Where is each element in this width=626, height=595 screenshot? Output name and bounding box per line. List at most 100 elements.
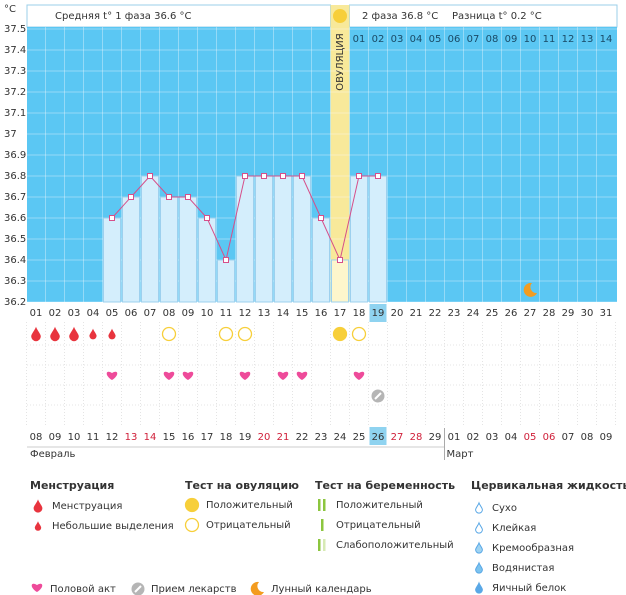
legend-item: Положительный [336,500,423,511]
phase2-day: 10 [524,34,537,45]
date-label: 28 [410,432,423,443]
legend-icon [318,539,321,551]
legend-item: Лунный календарь [271,584,372,595]
legend-item: Отрицательный [336,520,421,531]
day-label: 30 [581,308,594,319]
y-tick-label: 36.9 [4,150,26,161]
pill-slash [374,392,382,400]
temp-point [204,215,210,221]
legend-icon [250,581,264,595]
date-label: 19 [239,432,252,443]
legend-title: Менструация [30,479,114,492]
date-label: 04 [505,432,518,443]
phase2-day: 12 [562,34,575,45]
date-label: 27 [391,432,404,443]
legend-item: Прием лекарств [151,584,237,595]
temp-bar [122,196,140,303]
y-tick-label: 36.8 [4,171,26,182]
intercourse-icon [163,371,175,380]
day-label: 22 [429,308,442,319]
legend-icon [31,583,43,592]
temp-bar [160,196,178,303]
temp-point [128,194,134,200]
temp-bar [103,217,121,303]
y-tick-label: 36.4 [4,255,26,266]
temp-bar [274,175,292,303]
y-tick-label: 37 [4,129,17,140]
month-label: Март [447,449,474,460]
phase2-day: 08 [486,34,499,45]
legend-icon [184,497,200,513]
day-label: 08 [163,308,176,319]
intercourse-icon [182,371,194,380]
ovulation-test-icon [218,326,234,342]
date-label: 20 [258,432,271,443]
legend-icon [33,499,43,513]
legend-icon [184,517,200,533]
y-tick-label: 37.1 [4,108,26,119]
day-label: 29 [562,308,575,319]
day-label: 06 [125,308,138,319]
ovulation-column [330,5,350,302]
date-label: 09 [49,432,62,443]
date-label: 15 [163,432,176,443]
day-label: 05 [106,308,119,319]
legend-icon [323,499,326,511]
month-label: Февраль [30,449,76,460]
y-tick-label: 37.2 [4,87,26,98]
phase2-day: 05 [429,34,442,45]
y-tick-label: 37.4 [4,45,26,56]
menstruation-icon [50,326,60,342]
day-label: 13 [258,308,271,319]
phase2-day: 13 [581,34,594,45]
intercourse-icon [106,371,118,380]
date-label: 24 [334,432,347,443]
moon-icon [523,282,537,297]
date-label: 06 [543,432,556,443]
day-label: 07 [144,308,157,319]
y-tick-label: 36.6 [4,213,26,224]
date-label: 01 [448,432,461,443]
date-label: 22 [296,432,309,443]
phase1-text: Средняя t° 1 фаза 36.6 °C [55,11,192,22]
phase2-day: 09 [505,34,518,45]
date-label: 10 [68,432,81,443]
ovulation-test-icon [332,326,348,342]
intercourse-icon [296,371,308,380]
temp-point [223,257,229,263]
y-tick-label: 36.2 [4,297,26,308]
date-label: 26 [372,432,385,443]
temp-bar [255,175,273,303]
temp-bar [350,175,368,303]
day-label: 19 [372,308,385,319]
phase2-day: 03 [391,34,404,45]
legend-title: Цервикальная жидкость [471,479,626,492]
legend-item: Кремообразная [492,543,574,554]
date-label: 14 [144,432,157,443]
pill-slash [134,585,142,593]
date-label: 17 [201,432,214,443]
phase2-day: 06 [448,34,461,45]
temp-bar [217,259,235,303]
date-label: 25 [353,432,366,443]
ovulation-test-icon [237,326,253,342]
day-label: 11 [220,308,233,319]
menstruation-icon [69,326,79,342]
today-bg [369,427,387,445]
legend-icon [475,541,483,554]
y-tick-label: 36.5 [4,234,26,245]
ovulation-sun [333,9,347,23]
legend-title: Тест на овуляцию [185,479,299,492]
date-label: 23 [315,432,328,443]
day-label: 23 [448,308,461,319]
legend-item: Небольшие выделения [52,521,174,532]
y-tick-label: 36.7 [4,192,26,203]
day-label: 03 [68,308,81,319]
day-label: 31 [600,308,613,319]
day-label: 27 [524,308,537,319]
legend-item: Менструация [52,501,122,512]
phase2-day: 02 [372,34,385,45]
date-label: 05 [524,432,537,443]
day-label: 24 [467,308,480,319]
ovulation-test-icon [351,326,367,342]
